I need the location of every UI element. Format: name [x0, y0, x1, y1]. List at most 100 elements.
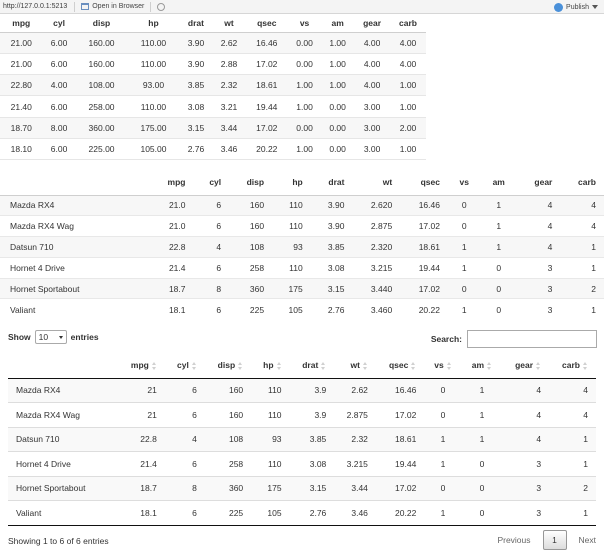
table-cell: 2.00	[390, 117, 426, 139]
table-cell: 1	[549, 426, 596, 452]
page-1-button[interactable]: 1	[542, 530, 567, 550]
entries-select-value: 10	[38, 332, 49, 342]
table-cell: 1	[447, 298, 481, 320]
column-header[interactable]: vs	[424, 352, 462, 379]
open-in-browser-label: Open in Browser	[92, 3, 145, 10]
table-cell: 3.00	[354, 138, 391, 161]
table-cell: 3.9	[289, 377, 335, 403]
table-row: Hornet Sportabout 18.7 8 360 175 3.15 3.440 17.…	[0, 277, 604, 299]
column-header[interactable]: disp	[204, 352, 252, 379]
named-table: mpg cyl disp hp drat wt qsec vs am gear …	[0, 170, 604, 320]
column-header-label: wt	[350, 359, 360, 370]
column-header-label: am	[471, 359, 485, 370]
url-text: http://127.0.0.1:5213	[3, 3, 68, 10]
column-header-label: drat	[302, 359, 319, 370]
table-cell: 225.00	[75, 138, 128, 161]
table-cell: Hornet Sportabout	[8, 475, 118, 501]
column-header[interactable]: am	[461, 352, 503, 379]
table-cell: Valiant	[0, 298, 150, 320]
column-header[interactable]	[8, 352, 118, 379]
table-cell: 4	[560, 194, 604, 216]
table-cell: 19.44	[375, 451, 425, 476]
table-cell: 175	[251, 475, 290, 501]
column-header: wt	[212, 14, 246, 33]
table-cell: 4	[516, 194, 561, 216]
table-cell: 1	[461, 402, 503, 427]
table-cell: 4	[549, 377, 596, 403]
table-cell: 1	[480, 194, 517, 216]
table-cell: 18.1	[118, 500, 165, 526]
column-header-label: gear	[515, 359, 534, 370]
table-cell: 160	[204, 402, 252, 427]
table-cell: 6	[193, 298, 230, 320]
column-header-label: mpg	[130, 359, 149, 370]
table-cell: Valiant	[8, 500, 118, 526]
table-cell: Hornet 4 Drive	[8, 451, 118, 476]
table-cell: 3.46	[334, 500, 376, 526]
table-cell: 1	[560, 236, 604, 258]
column-header[interactable]: cyl	[164, 352, 205, 379]
sort-icon	[446, 361, 452, 370]
table-cell: 160	[229, 194, 273, 216]
table-cell: 1	[461, 377, 503, 403]
chevron-down-icon[interactable]	[592, 5, 598, 9]
table-cell: 6	[164, 500, 205, 526]
column-header[interactable]: qsec	[375, 352, 425, 379]
table-cell: 105	[272, 298, 311, 320]
column-header[interactable]: wt	[334, 352, 376, 379]
column-header[interactable]: drat	[289, 352, 335, 379]
sort-icon	[276, 361, 282, 370]
column-header[interactable]: carb	[549, 352, 596, 379]
table-cell: 1	[424, 426, 462, 452]
table-cell: 21.40	[0, 95, 43, 118]
table-cell: 4.00	[42, 74, 76, 97]
previous-page-button[interactable]: Previous	[497, 535, 531, 545]
column-header: carb	[560, 170, 604, 196]
column-header[interactable]: hp	[251, 352, 290, 379]
entries-select[interactable]: 10	[34, 330, 67, 344]
table-cell: 1.00	[321, 74, 355, 97]
table-cell: 3.460	[352, 298, 401, 320]
table-cell: 4	[549, 402, 596, 427]
length-prefix-label: Show	[8, 332, 31, 342]
sort-icon	[362, 361, 368, 370]
table-cell: 3.46	[212, 138, 246, 161]
table-cell: 3.9	[289, 402, 335, 427]
publish-button[interactable]: Publish	[554, 0, 598, 14]
table-cell: 1	[549, 500, 596, 526]
table-cell: 18.7	[118, 475, 165, 501]
table-row: Hornet Sportabout 18.7 8 360 175 3.15 3.44 17.0…	[8, 475, 596, 501]
table-cell: 18.7	[150, 277, 194, 299]
table-cell: 20.22	[400, 298, 448, 320]
table-header-row: mpg cyl disp hp drat wt qsec vs am gear …	[8, 352, 596, 379]
table-cell: 21	[118, 377, 165, 403]
table-cell: 8	[164, 475, 205, 501]
table-row: 21.40 6.00 258.00 110.00 3.08 3.21 19.44 1.00 0.…	[0, 95, 426, 118]
column-header-label: cyl	[177, 359, 189, 370]
refresh-button[interactable]	[154, 2, 168, 11]
column-header: disp	[229, 170, 273, 196]
table-cell: 110	[251, 451, 290, 476]
next-page-button[interactable]: Next	[578, 535, 596, 545]
column-header[interactable]: mpg	[118, 352, 165, 379]
open-in-browser-button[interactable]: Open in Browser	[78, 3, 147, 10]
table-cell: 110	[251, 377, 290, 403]
column-header: gear	[516, 170, 561, 196]
column-header-label: qsec	[388, 359, 409, 370]
table-cell: 110	[272, 256, 311, 279]
column-header: disp	[75, 14, 128, 33]
table-cell: 4	[502, 426, 550, 452]
table-cell: 160	[229, 215, 273, 237]
table-cell: 3.08	[179, 95, 213, 118]
table-info: Showing 1 to 6 of 6 entries	[8, 536, 109, 546]
table-cell: 3.15	[179, 117, 213, 139]
table-cell: 18.70	[0, 117, 43, 139]
search-input[interactable]	[467, 330, 597, 348]
column-header[interactable]: gear	[502, 352, 550, 379]
table-cell: 21.0	[150, 215, 194, 237]
column-header: gear	[354, 14, 391, 33]
table-cell: 0	[447, 215, 481, 237]
browser-window-icon	[81, 3, 90, 10]
table-cell: Hornet 4 Drive	[0, 256, 150, 279]
table-cell: 6.00	[42, 53, 76, 76]
